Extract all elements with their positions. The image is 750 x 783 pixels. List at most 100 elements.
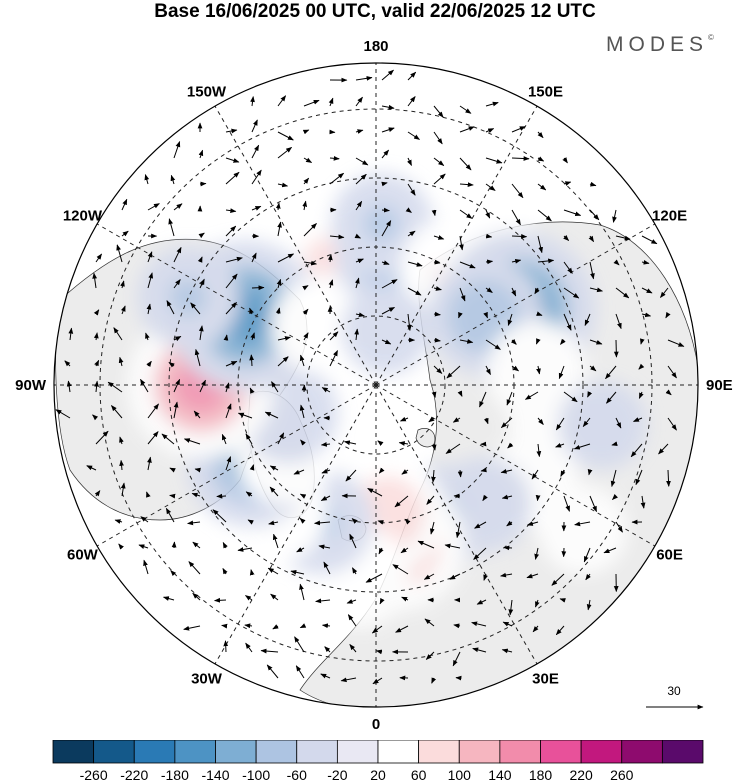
wind-arrow bbox=[429, 521, 435, 535]
wind-arrow bbox=[506, 520, 513, 527]
meridian-label: 90W bbox=[15, 377, 47, 394]
wind-arrow bbox=[225, 273, 238, 289]
wind-arrow bbox=[459, 339, 474, 344]
wind-arrow bbox=[511, 156, 530, 161]
wind-arrow bbox=[354, 277, 360, 289]
wind-arrow bbox=[381, 104, 395, 110]
wind-arrow bbox=[223, 640, 229, 653]
meridian-label: 150E bbox=[528, 83, 563, 100]
colorbar-label: 220 bbox=[569, 767, 593, 783]
wind-arrow bbox=[511, 209, 521, 226]
wind-arrow bbox=[563, 391, 578, 403]
wind-arrow bbox=[329, 349, 338, 367]
wind-arrow bbox=[197, 256, 203, 263]
wind-arrow bbox=[612, 209, 617, 223]
meridian-label: 30W bbox=[191, 671, 223, 688]
wind-arrow bbox=[277, 95, 287, 107]
wind-arrow bbox=[511, 126, 526, 133]
wind-arrow bbox=[170, 174, 176, 185]
wind-arrow bbox=[92, 414, 99, 421]
wind-arrow bbox=[355, 96, 363, 107]
wind-arrow bbox=[249, 387, 255, 394]
wind-arrow bbox=[68, 327, 74, 341]
wind-arrow bbox=[355, 173, 367, 185]
wind-arrow bbox=[459, 126, 475, 133]
wind-arrow bbox=[114, 519, 123, 524]
wind-arrow bbox=[143, 559, 149, 575]
wind-arrow bbox=[536, 311, 543, 316]
wind-arrow bbox=[563, 287, 580, 299]
wind-arrow bbox=[406, 313, 412, 331]
wind-arrow bbox=[303, 260, 318, 266]
colorbar-swatch bbox=[580, 740, 623, 764]
wind-arrow bbox=[474, 521, 487, 529]
wind-arrow bbox=[639, 338, 645, 345]
wind-arrow bbox=[173, 336, 182, 342]
wind-arrow bbox=[563, 181, 572, 186]
colorbar-swatch bbox=[418, 740, 460, 764]
wind-arrow bbox=[147, 251, 153, 263]
wind-arrow bbox=[563, 313, 572, 331]
wind-arrow bbox=[173, 203, 183, 211]
wind-arrow bbox=[585, 573, 591, 581]
wind-arrow bbox=[145, 332, 150, 341]
wind-arrow bbox=[329, 172, 345, 185]
wind-arrow bbox=[249, 307, 254, 315]
wind-arrow bbox=[562, 157, 568, 164]
wind-arrow bbox=[94, 359, 100, 367]
wind-arrow bbox=[407, 96, 416, 107]
wind-arrow bbox=[277, 146, 293, 159]
wind-arrow bbox=[93, 332, 99, 341]
wind-arrow bbox=[449, 573, 461, 580]
wind-arrow bbox=[198, 149, 204, 159]
copyright-mark: © bbox=[708, 33, 714, 42]
wind-arrow bbox=[407, 230, 416, 237]
wind-arrow bbox=[355, 258, 364, 264]
wind-arrow bbox=[299, 517, 306, 524]
wind-arrow bbox=[381, 149, 389, 159]
wind-arrow bbox=[329, 155, 340, 161]
wind-arrow bbox=[471, 621, 487, 627]
colorbar-label: 180 bbox=[529, 767, 553, 783]
wind-vectors bbox=[55, 69, 685, 685]
colorbar: -260 -220 -180 -140 -100 -60 -20 20 60 100 140 180 2… bbox=[52, 740, 704, 783]
wind-arrow bbox=[173, 378, 181, 393]
wind-arrow bbox=[658, 443, 669, 455]
wind-arrow bbox=[269, 486, 279, 497]
wind-arrow bbox=[551, 573, 565, 586]
wind-arrow bbox=[320, 495, 331, 501]
wind-arrow bbox=[536, 443, 542, 458]
wind-arrow bbox=[615, 417, 622, 429]
wind-arrow bbox=[147, 272, 154, 289]
wind-arrow bbox=[266, 664, 279, 679]
wind-arrow bbox=[290, 569, 305, 575]
wind-arrow bbox=[638, 363, 645, 370]
wind-arrow bbox=[320, 441, 331, 447]
wind-arrow bbox=[588, 235, 594, 243]
wind-arrow bbox=[559, 598, 566, 603]
wind-arrow bbox=[586, 599, 592, 611]
wind-arrow bbox=[534, 547, 540, 560]
colorbar-swatch bbox=[499, 740, 541, 764]
wind-arrow bbox=[407, 287, 422, 296]
wind-arrow bbox=[433, 235, 445, 240]
wind-arrow bbox=[537, 183, 547, 191]
map-title: Base 16/06/2025 00 UTC, valid 22/06/2025… bbox=[154, 1, 596, 22]
wind-arrow bbox=[251, 169, 262, 185]
wind-arrow bbox=[146, 303, 152, 315]
wind-arrow bbox=[615, 287, 630, 299]
wind-arrow bbox=[120, 305, 126, 315]
wind-arrow bbox=[299, 493, 307, 499]
wind-arrow bbox=[511, 365, 520, 372]
wind-arrow bbox=[327, 254, 333, 263]
colorbar-swatch bbox=[93, 740, 135, 764]
wind-arrow bbox=[400, 547, 409, 554]
wind-arrow bbox=[95, 430, 109, 445]
colorbar-label: 100 bbox=[448, 767, 472, 783]
wind-arrow bbox=[277, 253, 295, 263]
wind-arrow bbox=[355, 200, 363, 211]
wind-arrow bbox=[485, 259, 494, 265]
wind-arrow bbox=[500, 417, 513, 428]
wind-arrow bbox=[431, 391, 437, 398]
colorbar-swatch bbox=[174, 740, 216, 764]
